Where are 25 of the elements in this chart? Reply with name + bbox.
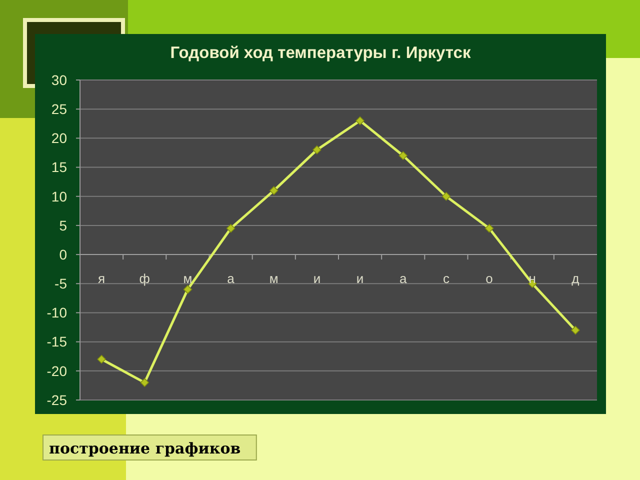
x-tick-label: и [356,271,364,286]
y-tick-label: 15 [51,159,68,176]
x-tick-label: я [98,271,106,286]
text: построение графиков [49,439,241,458]
x-tick-label: м [183,271,192,286]
chart-title: Годовой ход температуры г. Иркутск [170,44,472,62]
y-tick-label: 10 [51,188,68,204]
x-tick-label: о [486,271,493,286]
y-tick-label: -20 [46,362,68,379]
y-tick-label: 20 [51,130,68,146]
x-tick-label: с [442,271,450,286]
y-tick-label: -25 [46,392,68,408]
y-tick-label: 0 [59,246,68,262]
x-tick-label: а [400,271,408,286]
y-tick-label: 5 [59,217,68,234]
y-tick-label: 30 [51,72,68,88]
y-tick-label: -10 [46,304,68,321]
y-tick-label: -5 [54,276,68,292]
y-tick-label: 25 [51,100,68,117]
y-tick-label: -15 [46,334,68,350]
x-tick-label: м [269,271,278,286]
x-tick-label: и [313,271,321,286]
x-tick-label: ф [139,271,150,286]
x-tick-label: а [227,271,236,286]
x-tick-label: д [572,271,580,286]
